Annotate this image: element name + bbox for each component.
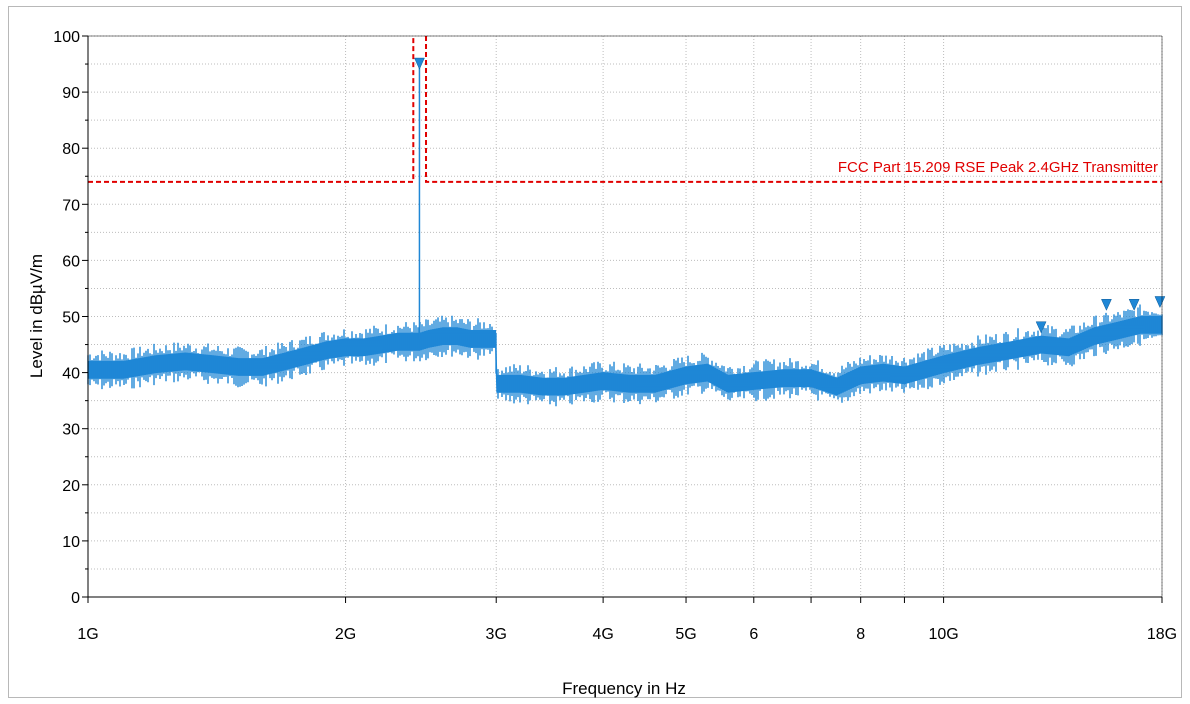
x-tick-label: 1G [77, 626, 98, 643]
peak-markers [414, 57, 1166, 334]
x-tick-label: 2G [335, 626, 356, 643]
x-tick-label: 8 [856, 626, 865, 643]
y-tick-label: 90 [62, 85, 80, 102]
x-tick-label: 10G [928, 626, 958, 643]
x-tick-label: 6 [749, 626, 758, 643]
peak-marker [1154, 296, 1166, 309]
trace-envelope [87, 316, 1163, 396]
grid [88, 35, 1163, 597]
y-tick-label: 80 [62, 141, 80, 158]
x-tick-label: 4G [592, 626, 613, 643]
y-tick-label: 20 [62, 478, 80, 495]
chart-frame [8, 6, 1182, 698]
y-tick-label: 40 [62, 366, 80, 383]
y-tick-label: 50 [62, 310, 80, 327]
tick-labels: 0 10 20 30 40 50 60 70 80 90 100 1G 2G 3G 4G 5G 6 8 10G 18G [53, 29, 1177, 643]
limit-line-lower [88, 36, 415, 183]
axes [82, 35, 1163, 603]
y-axis-title: Level in dBµV/m [27, 254, 46, 378]
peak-marker [1101, 299, 1112, 311]
x-tick-label: 5G [675, 626, 696, 643]
limit-line-group [88, 36, 1162, 183]
y-tick-label: 30 [62, 422, 80, 439]
y-tick-label: 70 [62, 197, 80, 214]
limit-line-label: FCC Part 15.209 RSE Peak 2.4GHz Transmit… [838, 159, 1158, 176]
x-tick-label: 3G [486, 626, 507, 643]
x-tick-label: 18G [1147, 626, 1177, 643]
y-tick-label: 60 [62, 253, 80, 270]
peak-marker [414, 57, 425, 70]
x-axis-title: Frequency in Hz [562, 679, 686, 698]
trace-group [87, 64, 1163, 407]
limit-line-upper [425, 36, 1162, 183]
y-tick-label: 100 [53, 29, 80, 46]
y-tick-label: 10 [62, 534, 80, 551]
peak-marker [1035, 321, 1047, 334]
y-tick-label: 0 [71, 590, 80, 607]
peak-marker [1128, 299, 1140, 311]
